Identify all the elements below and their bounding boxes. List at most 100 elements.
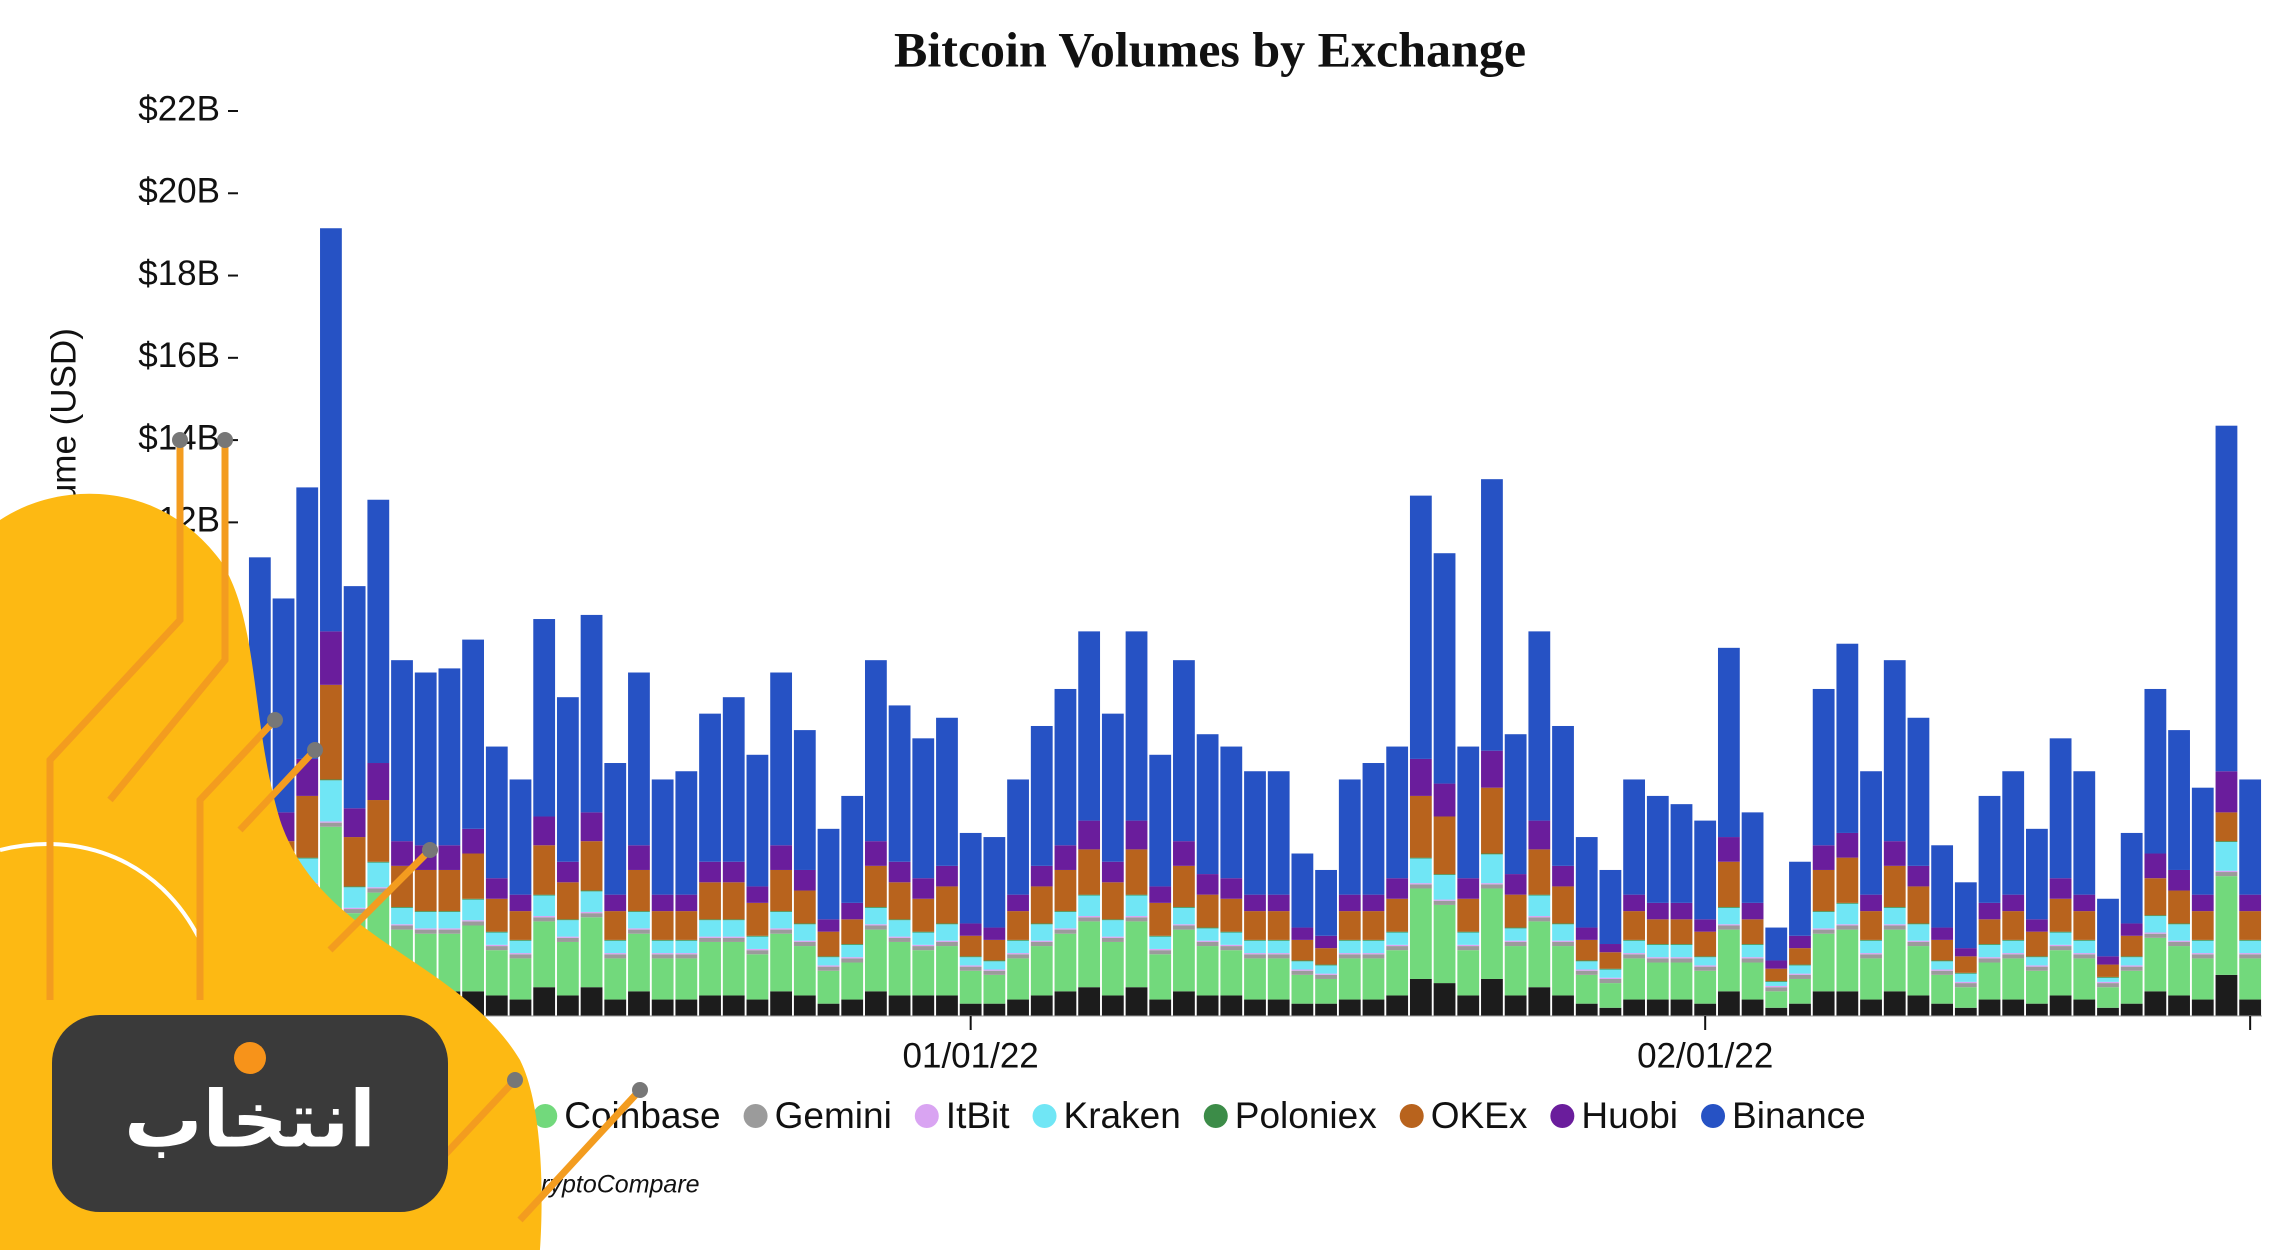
bar-segment xyxy=(1220,932,1243,945)
bar-segment xyxy=(1528,921,1551,988)
bar-segment xyxy=(1386,995,1409,1016)
legend-label: ItBit xyxy=(946,1095,1010,1136)
bar-segment xyxy=(1338,894,1361,912)
bar-segment xyxy=(1244,940,1266,954)
bar-segment xyxy=(793,890,816,924)
legend-item: Poloniex xyxy=(1203,1095,1377,1136)
bar-segment xyxy=(1244,999,1266,1016)
bar-segment xyxy=(699,936,721,938)
bar-segment xyxy=(699,713,721,862)
bar-segment xyxy=(1149,999,1172,1016)
bar-segment xyxy=(912,878,935,899)
bar-segment xyxy=(2168,869,2190,891)
bar-segment xyxy=(1030,940,1053,942)
bar-segment xyxy=(1552,941,1574,947)
bar-segment xyxy=(2026,956,2048,958)
bar-segment xyxy=(770,928,793,930)
y-tick-label: $2B xyxy=(158,912,220,951)
bar-segment xyxy=(1599,978,1622,984)
bar-segment xyxy=(485,946,508,951)
bar-segment xyxy=(1433,899,1456,901)
bar-segment xyxy=(1741,957,1764,959)
bar-segment xyxy=(1433,904,1456,984)
bar-segment xyxy=(888,919,911,921)
bar-segment xyxy=(1196,874,1219,895)
bar-segment xyxy=(1338,939,1361,941)
bar-segment xyxy=(1291,970,1314,975)
bar-segment xyxy=(1291,974,1314,1004)
bar-segment xyxy=(1149,902,1172,936)
bar-segment xyxy=(841,902,864,920)
bar-segment xyxy=(485,931,508,933)
bar-segment xyxy=(1504,734,1527,875)
bar-segment xyxy=(296,883,319,885)
bar-segment xyxy=(628,929,650,934)
bar-segment xyxy=(1883,660,1906,842)
bar-segment xyxy=(1220,950,1243,996)
bar-segment xyxy=(1481,854,1503,884)
bar-segment xyxy=(1504,927,1527,929)
bar-segment xyxy=(1386,944,1409,947)
bar-segment xyxy=(628,672,650,846)
bar-segment xyxy=(699,941,721,996)
bar-segment xyxy=(1978,962,2001,1000)
bar-segment xyxy=(367,888,390,893)
bar-segment xyxy=(1954,948,1977,957)
bar-segment xyxy=(485,944,508,947)
bar-segment xyxy=(462,639,484,829)
bar-segment xyxy=(1741,812,1764,903)
bar-segment xyxy=(2097,976,2119,978)
bar-segment xyxy=(414,845,437,870)
bar-segment xyxy=(1599,1007,1622,1016)
bar-segment xyxy=(1125,895,1148,917)
bar-segment xyxy=(272,841,295,891)
bar-segment xyxy=(2120,957,2143,966)
bar-segment xyxy=(2215,974,2238,1016)
bar-segment xyxy=(746,935,769,937)
bar-segment xyxy=(2144,915,2167,917)
bar-segment xyxy=(746,999,769,1016)
bar-segment xyxy=(1173,906,1195,908)
bar-segment xyxy=(462,899,484,921)
bar-segment xyxy=(1078,987,1101,1016)
legend-label: Kraken xyxy=(1064,1095,1181,1136)
bar-segment xyxy=(343,886,366,888)
bar-segment xyxy=(912,931,935,933)
bar-segment xyxy=(864,865,887,907)
bar-segment xyxy=(462,921,484,926)
bar-segment xyxy=(983,961,1006,970)
y-tick-label: $12B xyxy=(138,501,220,540)
bar-segment xyxy=(2239,958,2262,1000)
bar-segment xyxy=(1030,923,1053,925)
bar-segment xyxy=(1812,869,1835,912)
bar-segment xyxy=(533,845,556,895)
bar-segment xyxy=(1765,991,1788,1008)
bar-segment xyxy=(1646,919,1669,945)
bar-segment xyxy=(2049,738,2072,879)
bar-segment xyxy=(391,841,413,866)
bar-segment xyxy=(1030,924,1053,941)
bar-segment xyxy=(1789,978,1811,1004)
bar-segment xyxy=(2144,853,2167,879)
bar-segment xyxy=(1196,927,1219,929)
bar-segment xyxy=(770,911,793,929)
bar-segment xyxy=(1078,631,1101,821)
bar-segment xyxy=(533,987,556,1016)
bar-segment xyxy=(1504,941,1527,947)
bar-segment xyxy=(1054,845,1077,870)
bar-segment xyxy=(1907,946,1930,996)
bar-segment xyxy=(1457,946,1480,951)
bar-segment xyxy=(864,929,887,992)
bar-segment xyxy=(1196,928,1219,941)
bar-segment xyxy=(1623,779,1646,895)
bar-segment xyxy=(1741,958,1764,963)
bar-segment xyxy=(414,672,437,846)
bar-segment xyxy=(793,941,816,947)
bar-segment xyxy=(1717,647,1740,838)
bar-segment xyxy=(1552,725,1574,866)
bar-segment xyxy=(414,929,437,934)
bar-segment xyxy=(1694,965,1717,967)
bar-segment xyxy=(1528,916,1551,918)
bar-segment xyxy=(675,953,698,955)
bar-segment xyxy=(1765,985,1788,988)
